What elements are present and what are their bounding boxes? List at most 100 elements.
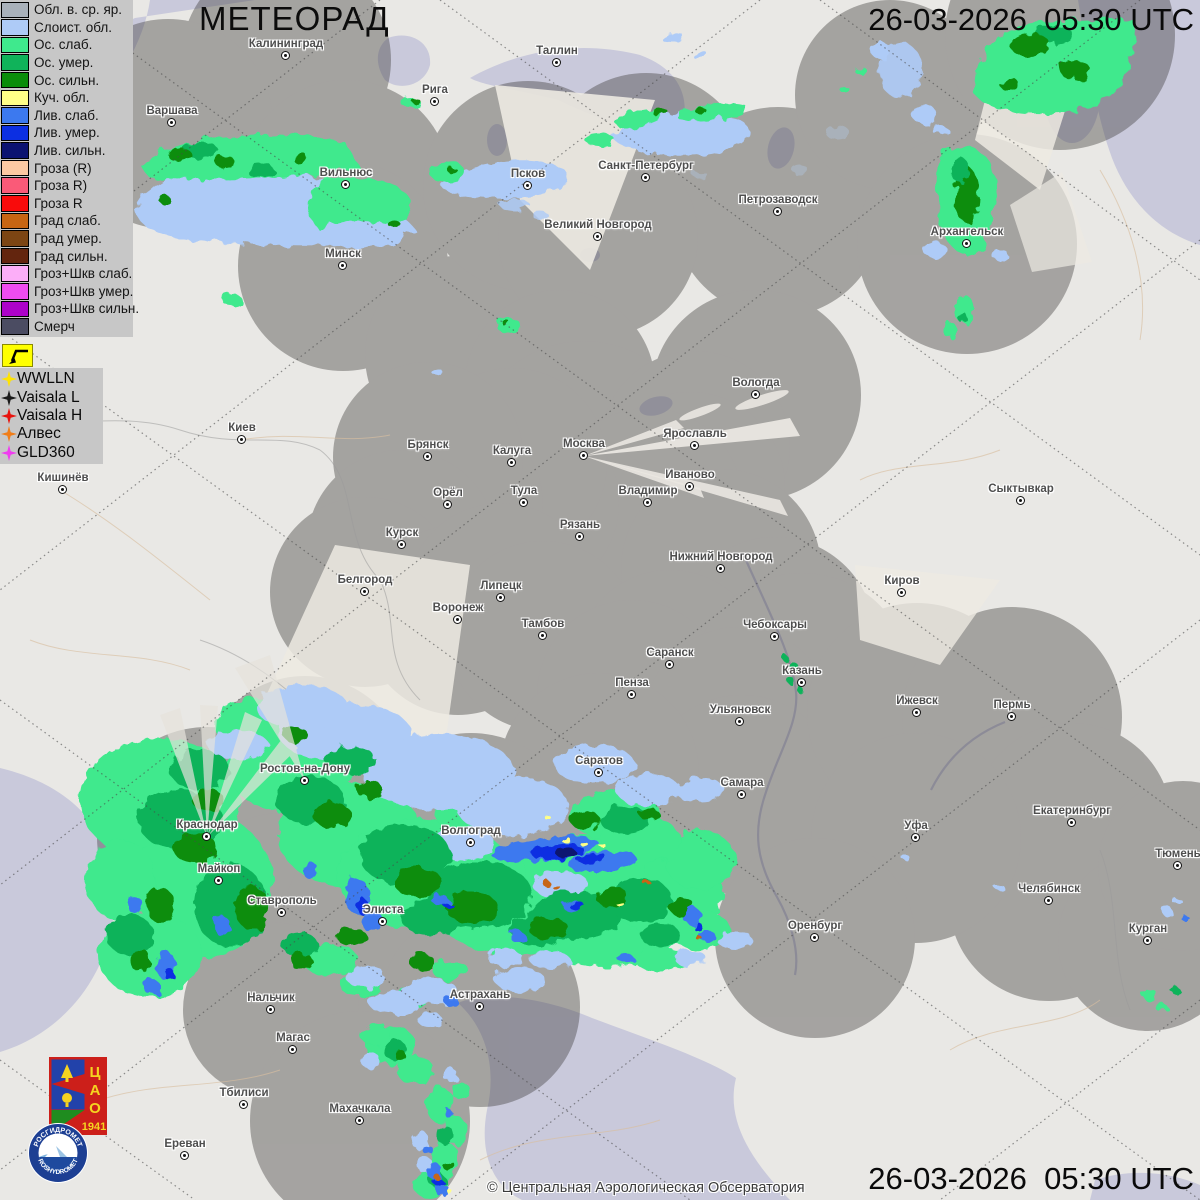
- city-label: Архангельск: [930, 226, 1004, 238]
- city-dot-icon: [423, 452, 432, 461]
- legend-item: Гроз+Шкв умер.: [1, 283, 133, 301]
- city-label: Ставрополь: [247, 895, 317, 907]
- city-label: Вологда: [732, 377, 780, 389]
- city-dot-icon: [239, 1100, 248, 1109]
- city-dot-icon: [466, 838, 475, 847]
- city-label: Рига: [422, 84, 448, 96]
- city-dot-icon: [962, 239, 971, 248]
- city-label: Ереван: [164, 1138, 206, 1150]
- legend-item: Ос. умер.: [1, 54, 133, 72]
- city-dot-icon: [58, 485, 67, 494]
- city-dot-icon: [685, 482, 694, 491]
- city-label: Саранск: [646, 647, 694, 659]
- city-dot-icon: [507, 458, 516, 467]
- legend-item: Куч. обл.: [1, 89, 133, 107]
- lightning-source-cross-icon: [1, 426, 17, 443]
- city-label: Казань: [782, 665, 822, 677]
- legend-item-label: Смерч: [34, 318, 75, 334]
- city-dot-icon: [202, 832, 211, 841]
- city-label: Саратов: [575, 755, 623, 767]
- city-label: Санкт-Петербург: [598, 160, 694, 172]
- city-dot-icon: [797, 678, 806, 687]
- city-label: Минск: [325, 248, 361, 260]
- city-dot-icon: [266, 1005, 275, 1014]
- city-dot-icon: [690, 441, 699, 450]
- city-dot-icon: [641, 173, 650, 182]
- legend-color-swatch: [1, 124, 29, 142]
- city-label: Уфа: [904, 820, 928, 832]
- city-label: Липецк: [480, 580, 522, 592]
- city-dot-icon: [475, 1002, 484, 1011]
- legend-item: Лив. сильн.: [1, 142, 133, 160]
- city-label: Чебоксары: [743, 619, 807, 631]
- city-label: Калуга: [492, 445, 532, 457]
- legend-item: Обл. в. ср. яр.: [1, 1, 133, 19]
- city-label: Курск: [385, 527, 419, 539]
- city-dot-icon: [716, 564, 725, 573]
- cao-year: 1941: [82, 1121, 106, 1133]
- legend-color-swatch: [1, 89, 29, 107]
- city-label: Краснодар: [176, 819, 238, 831]
- legend-color-swatch: [1, 177, 29, 194]
- roads: [29, 169, 1144, 1161]
- cao-letter-3: О: [89, 1100, 101, 1117]
- legend-item: Лив. слаб.: [1, 107, 133, 125]
- legend-item-label: Ос. умер.: [34, 55, 94, 71]
- lightning-arrow-icon: [8, 349, 28, 364]
- legend-color-swatch: [1, 212, 29, 230]
- city-label: Челябинск: [1018, 883, 1080, 895]
- city-dot-icon: [519, 498, 528, 507]
- lightning-source-cross-icon: [1, 407, 17, 424]
- city-label: Рязань: [559, 519, 601, 531]
- legend-color-swatch: [1, 159, 29, 177]
- legend-item: Слоист. обл.: [1, 19, 133, 37]
- city-dot-icon: [593, 232, 602, 241]
- legend-item: Град сильн.: [1, 247, 133, 265]
- legend-item-label: Гроза R): [34, 178, 88, 194]
- city-dot-icon: [167, 118, 176, 127]
- lightning-source-cross-icon: [1, 444, 17, 461]
- city-dot-icon: [1173, 861, 1182, 870]
- legend-color-swatch: [1, 318, 29, 335]
- legend-color-swatch: [1, 36, 29, 54]
- city-label: Кишинёв: [37, 472, 89, 484]
- city-dot-icon: [810, 933, 819, 942]
- legend-color-swatch: [1, 230, 29, 247]
- legend-item-label: Обл. в. ср. яр.: [34, 2, 123, 18]
- city-dot-icon: [751, 390, 760, 399]
- city-label: Элиста: [362, 904, 404, 916]
- city-label: Нижний Новгород: [669, 551, 773, 563]
- city-label: Петрозаводск: [738, 194, 818, 206]
- city-label: Таллин: [536, 45, 578, 57]
- cao-letter-2: А: [90, 1082, 101, 1099]
- legend-color-swatch: [1, 107, 29, 124]
- legend-item: Гроза R): [1, 177, 133, 195]
- city-dot-icon: [627, 690, 636, 699]
- city-dot-icon: [911, 833, 920, 842]
- city-dot-icon: [288, 1045, 297, 1054]
- city-label: Ижевск: [896, 695, 938, 707]
- rivers: [743, 557, 1006, 976]
- legend-panel: Обл. в. ср. яр. Слоист. обл. Ос. слаб. Ос. …: [0, 0, 139, 338]
- cao-letter-1: Ц: [90, 1064, 101, 1081]
- lightning-source-label: Vaisala L: [17, 388, 80, 406]
- legend-item: Ос. слаб.: [1, 36, 133, 54]
- city-dot-icon: [397, 540, 406, 549]
- city-label: Тула: [510, 485, 538, 497]
- city-dot-icon: [665, 660, 674, 669]
- city-label: Оренбург: [787, 920, 843, 932]
- city-dot-icon: [214, 876, 223, 885]
- city-dot-icon: [355, 1116, 364, 1125]
- legend-item: Гроза R: [1, 195, 133, 213]
- city-label: Майкоп: [197, 863, 241, 875]
- legend-item: Гроз+Шкв слаб.: [1, 265, 133, 283]
- city-dot-icon: [237, 435, 246, 444]
- legend-item-label: Лив. слаб.: [34, 107, 99, 123]
- city-label: Сыктывкар: [988, 483, 1054, 495]
- legend-item: Ос. сильн.: [1, 71, 133, 89]
- lightning-source-item: GLD360: [0, 444, 103, 462]
- legend-item-label: Ос. сильн.: [34, 72, 100, 88]
- city-dot-icon: [579, 451, 588, 460]
- legend-color-swatch: [1, 142, 29, 159]
